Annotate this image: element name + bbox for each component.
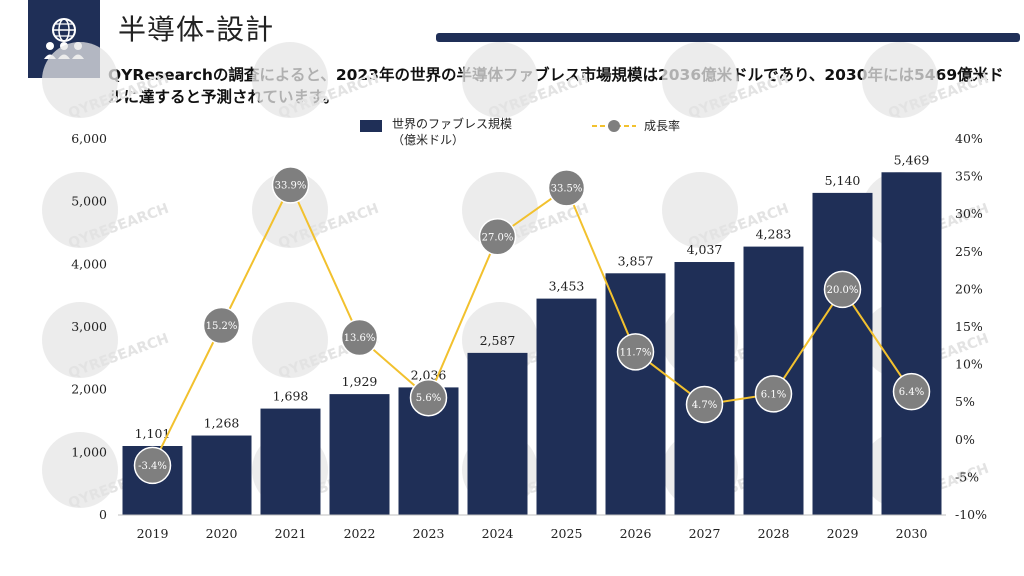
growth-marker	[616, 333, 655, 371]
growth-marker	[892, 372, 931, 411]
y-tick-label: 1,000	[71, 444, 107, 459]
bar-value-label: 3,453	[549, 279, 585, 294]
y2-tick-label: 20%	[955, 281, 983, 296]
legend-line-label: 成長率	[644, 119, 681, 133]
y-axis-right: -10% -5% 0% 5% 10% 15% 20% 25% 30% 35% 40%	[955, 131, 987, 522]
bar-value-label: 1,268	[204, 416, 240, 431]
y2-tick-label: 10%	[955, 357, 983, 372]
bar	[812, 192, 873, 516]
bar	[467, 352, 528, 515]
y-tick-label: 2,000	[71, 382, 107, 397]
y-tick-label: 4,000	[71, 256, 107, 271]
growth-value-label: 11.7%	[620, 347, 652, 358]
growth-marker	[202, 306, 241, 345]
watermark-circle	[252, 172, 328, 248]
bar-value-label: 2,587	[480, 333, 516, 348]
watermark-circle	[42, 432, 118, 508]
x-tick-label: 2026	[620, 526, 652, 541]
bar-value-label: 4,037	[687, 242, 723, 257]
bar-value-label: 4,283	[756, 227, 792, 242]
bar	[605, 273, 666, 515]
y2-tick-label: 40%	[955, 131, 983, 146]
legend-bar-label: 世界のファブレス規模 （億米ドル）	[392, 116, 542, 148]
growth-value-label: 5.6%	[416, 393, 441, 404]
y2-tick-label: 30%	[955, 206, 983, 221]
y-tick-label: 6,000	[71, 131, 107, 146]
growth-marker	[547, 169, 586, 207]
y-tick-label: 5,000	[71, 194, 107, 209]
y2-tick-label: 25%	[955, 244, 983, 259]
growth-value-label: 6.4%	[899, 387, 924, 398]
growth-marker	[409, 378, 448, 417]
bar	[881, 172, 942, 515]
growth-marker	[478, 218, 517, 256]
x-tick-label: 2019	[137, 526, 169, 541]
x-tick-label: 2021	[275, 526, 307, 541]
x-tick-label: 2030	[896, 526, 928, 541]
bar	[536, 298, 597, 515]
y2-tick-label: -5%	[955, 469, 979, 484]
growth-line-series: -3.4% 15.2% 33.9% 13.6% 5.6% 27.0% 33.5% 11.7% 4…	[133, 166, 931, 485]
watermark-circle	[252, 42, 328, 118]
x-tick-label: 2022	[344, 526, 376, 541]
y2-tick-label: 15%	[955, 319, 983, 334]
growth-value-label: 27.0%	[482, 232, 514, 243]
watermark-circle	[42, 172, 118, 248]
watermark-circle	[42, 302, 118, 378]
watermark-circle	[662, 172, 738, 248]
x-tick-label: 2027	[689, 526, 721, 541]
growth-line	[151, 182, 913, 466]
growth-marker	[133, 446, 172, 485]
legend-bar-label-line1: 世界のファブレス規模	[392, 117, 513, 131]
growth-marker	[271, 166, 310, 204]
bar	[191, 435, 252, 515]
legend-bar-swatch	[360, 120, 382, 132]
bar	[329, 394, 390, 515]
x-tick-label: 2023	[413, 526, 445, 541]
x-tick-label: 2024	[482, 526, 514, 541]
x-tick-label: 2020	[206, 526, 238, 541]
x-axis: 2019 2020 2021 2022 2023 2024 2025 2026 2027 2028…	[118, 514, 946, 541]
growth-marker	[823, 270, 862, 309]
y-tick-label: 3,000	[71, 319, 107, 334]
legend-line-swatch	[592, 120, 636, 132]
bar	[260, 408, 321, 515]
y-axis-left: 0 1,000 2,000 3,000 4,000 5,000 6,000	[71, 131, 107, 522]
watermark-circle	[42, 42, 118, 118]
growth-value-label: 33.9%	[275, 180, 307, 191]
growth-value-label: 20.0%	[827, 285, 859, 296]
watermark-circle	[862, 42, 938, 118]
bar-value-label: 5,469	[894, 152, 930, 167]
growth-marker	[754, 375, 793, 413]
bar-value-label: 3,857	[618, 253, 654, 268]
growth-value-label: 4.7%	[692, 400, 717, 411]
page-title: 半導体-設計	[118, 13, 275, 46]
bar-value-label: 1,929	[342, 374, 378, 389]
bar-value-label: 1,698	[273, 389, 309, 404]
watermark-circle	[662, 42, 738, 118]
growth-value-label: 13.6%	[344, 333, 376, 344]
growth-value-label: 6.1%	[761, 389, 786, 400]
y2-tick-label: 35%	[955, 169, 983, 184]
y2-tick-label: 5%	[955, 394, 975, 409]
y2-tick-label: 0%	[955, 432, 975, 447]
watermark-circle	[462, 42, 538, 118]
x-tick-label: 2028	[758, 526, 790, 541]
bar-value-label: 5,140	[825, 173, 861, 188]
y-tick-label: 0	[99, 507, 107, 522]
x-tick-label: 2029	[827, 526, 859, 541]
title-underline-bar	[436, 33, 1020, 42]
legend-bar-label-line2: （億米ドル）	[392, 133, 465, 147]
x-tick-label: 2025	[551, 526, 583, 541]
growth-marker	[685, 385, 724, 424]
growth-marker	[340, 318, 379, 357]
watermark-circle	[252, 302, 328, 378]
bar-value-label: 1,101	[135, 426, 171, 441]
growth-value-label: 33.5%	[551, 183, 583, 194]
growth-value-label: 15.2%	[206, 321, 238, 332]
growth-value-label: -3.4%	[138, 461, 167, 472]
y2-tick-label: -10%	[955, 507, 987, 522]
